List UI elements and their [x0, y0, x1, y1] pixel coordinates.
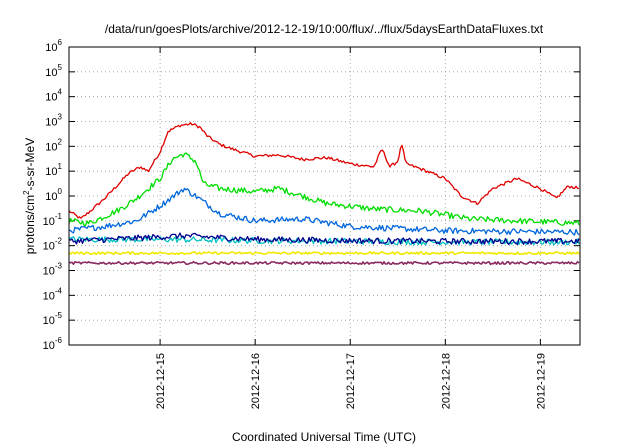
series-line-7	[68, 261, 580, 266]
series-line-1	[68, 122, 580, 219]
x-tick-label: 2012-12-16	[250, 353, 262, 409]
chart-title: /data/run/goesPlots/archive/2012-12-19/1…	[105, 22, 544, 36]
x-axis-label: Coordinated Universal Time (UTC)	[232, 430, 416, 444]
y-tick-label: 101	[45, 162, 62, 178]
x-tick-label: 2012-12-17	[345, 353, 357, 409]
y-tick-label: 10-2	[43, 237, 63, 253]
y-axis-label: protons/cm2-s-sr-MeV	[22, 138, 37, 254]
y-tick-labels: 10-6 10-5 10-4 10-3 10-2 10-1 100 101 102 103 104 1…	[43, 38, 63, 352]
y-tick-label: 103	[45, 113, 62, 129]
y-tick-label: 106	[45, 38, 62, 54]
y-tick-label: 10-4	[43, 286, 63, 302]
y-tick-label: 102	[45, 137, 62, 153]
series-line-6	[68, 251, 580, 256]
series-line-3	[68, 187, 580, 236]
series-line-2	[68, 152, 580, 227]
y-tick-label: 10-5	[43, 311, 63, 327]
y-axis-label-rest: -s-sr-MeV	[23, 138, 37, 191]
y-tick-label: 10-3	[43, 262, 63, 278]
y-tick-label: 10-6	[43, 336, 63, 352]
x-tick-label: 2012-12-18	[440, 353, 452, 409]
series-line-5	[68, 232, 580, 245]
x-tick-labels: 2012-12-15 2012-12-16 2012-12-17 2012-12-18…	[155, 353, 547, 409]
x-tick-label: 2012-12-19	[535, 353, 547, 409]
y-axis-label-sup: 2	[22, 190, 31, 195]
grid-lines	[69, 47, 580, 345]
x-tick-label: 2012-12-15	[155, 353, 167, 409]
y-tick-label: 105	[45, 63, 62, 79]
data-series	[68, 122, 580, 266]
y-tick-label: 100	[45, 187, 62, 203]
plot-frame	[68, 46, 581, 346]
y-axis-label-base: protons/cm	[23, 195, 37, 254]
y-tick-label: 10-1	[43, 212, 63, 228]
y-tick-label: 104	[45, 88, 62, 104]
